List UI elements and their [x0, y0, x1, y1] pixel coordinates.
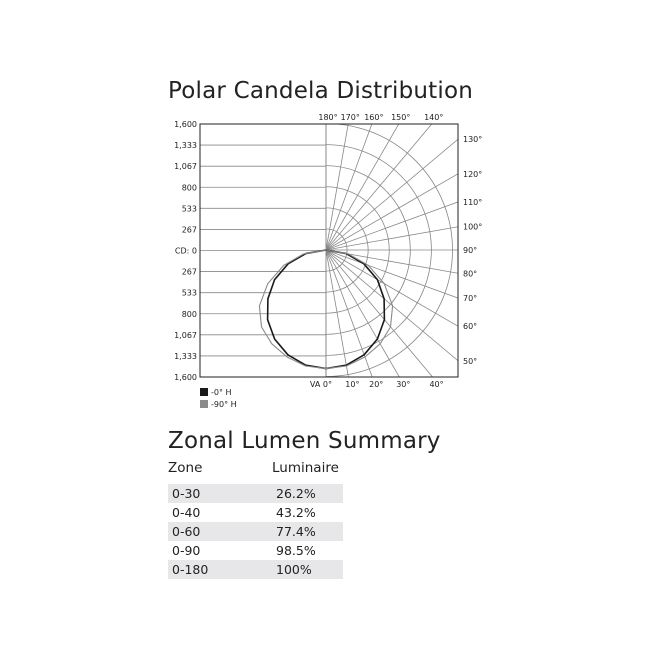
radial-line — [325, 124, 373, 251]
angle-label-bottom: 30° — [396, 380, 410, 389]
radial-tick-label: 267 — [182, 268, 197, 277]
radial-line — [325, 249, 349, 377]
legend-label: -90° H — [211, 400, 237, 409]
angle-label-right: 110° — [463, 198, 482, 207]
grid-group — [200, 124, 458, 377]
zonal-title: Zonal Lumen Summary — [168, 428, 441, 454]
series-curve-90h — [258, 249, 394, 370]
radial-tick-label: 1,333 — [174, 352, 197, 361]
radial-tick-label: 533 — [182, 204, 197, 213]
luminaire-cell: 26.2% — [272, 484, 343, 503]
angle-label-top: 150° — [391, 113, 410, 122]
angle-label-bottom: VA 0° — [310, 380, 332, 389]
radial-line — [325, 249, 373, 377]
radial-line — [325, 124, 400, 251]
angle-label-right: 130° — [463, 135, 482, 144]
radial-tick-label: 1,600 — [174, 373, 197, 382]
legend-label: -0° H — [211, 388, 232, 397]
zone-cell: 0-30 — [168, 484, 272, 503]
radial-tick-label: 1,067 — [174, 162, 197, 171]
radial-line — [325, 226, 458, 251]
luminaire-cell: 43.2% — [276, 505, 316, 520]
header-luminaire: Luminaire — [272, 460, 339, 476]
zonal-table: Zone Luminaire 0-30 26.2% 0-40 43.2% 0-60 7… — [168, 460, 343, 579]
radial-line — [325, 138, 458, 251]
polar-chart-title: Polar Candela Distribution — [168, 78, 474, 104]
table-row: 0-40 43.2% — [168, 503, 343, 522]
radial-tick-label: 800 — [182, 310, 197, 319]
table-row: 0-90 98.5% — [168, 541, 343, 560]
radial-tick-label: 267 — [182, 225, 197, 234]
legend-swatch — [200, 400, 208, 408]
radial-line — [325, 124, 349, 251]
radial-line — [325, 249, 458, 299]
angle-label-bottom: 10° — [345, 380, 359, 389]
angle-label-right: 70° — [463, 294, 477, 303]
table-row: 0-180 100% — [168, 560, 343, 579]
angle-label-right: 100° — [463, 223, 482, 232]
angle-label-bottom: 20° — [369, 380, 383, 389]
radial-line — [325, 249, 458, 362]
zone-cell: 0-90 — [172, 543, 201, 558]
legend-swatch — [200, 388, 208, 396]
angle-label-top: 170° — [341, 113, 360, 122]
angle-label-right: 50° — [463, 357, 477, 366]
radial-tick-label: 800 — [182, 183, 197, 192]
angle-label-bottom: 40° — [429, 380, 443, 389]
polar-candela-chart: 1,600 1,333 1,067 800 533 267 CD: 0 267 533 800 1,… — [174, 113, 482, 409]
radial-tick-label: 1,333 — [174, 141, 197, 150]
radial-line — [325, 124, 433, 251]
zone-cell: 0-40 — [172, 505, 201, 520]
angle-label-right: 60° — [463, 322, 477, 331]
angle-label-right: 120° — [463, 170, 482, 179]
table-row: 0-60 77.4% — [168, 522, 343, 541]
angle-label-right: 80° — [463, 269, 477, 278]
radial-tick-label: 1,067 — [174, 331, 197, 340]
radial-tick-label: 533 — [182, 289, 197, 298]
radial-line — [325, 173, 458, 251]
zone-cell: 0-180 — [168, 560, 272, 579]
radial-line — [325, 249, 458, 274]
radial-line — [325, 249, 400, 377]
zone-cell: 0-60 — [168, 522, 272, 541]
luminaire-cell: 98.5% — [276, 543, 316, 558]
angle-label-top: 180° — [318, 113, 337, 122]
plot-frame — [199, 123, 459, 378]
radial-line — [325, 201, 458, 251]
angle-label-top: 160° — [364, 113, 383, 122]
luminaire-cell: 77.4% — [272, 522, 343, 541]
angle-label-top: 140° — [424, 113, 443, 122]
angle-label-right: 90° — [463, 246, 477, 255]
radial-line — [325, 249, 434, 377]
header-zone: Zone — [168, 460, 203, 476]
radial-tick-label: 1,600 — [174, 120, 197, 129]
table-row: 0-30 26.2% — [168, 484, 343, 503]
radial-tick-label: CD: 0 — [175, 247, 197, 256]
luminaire-cell: 100% — [272, 560, 343, 579]
